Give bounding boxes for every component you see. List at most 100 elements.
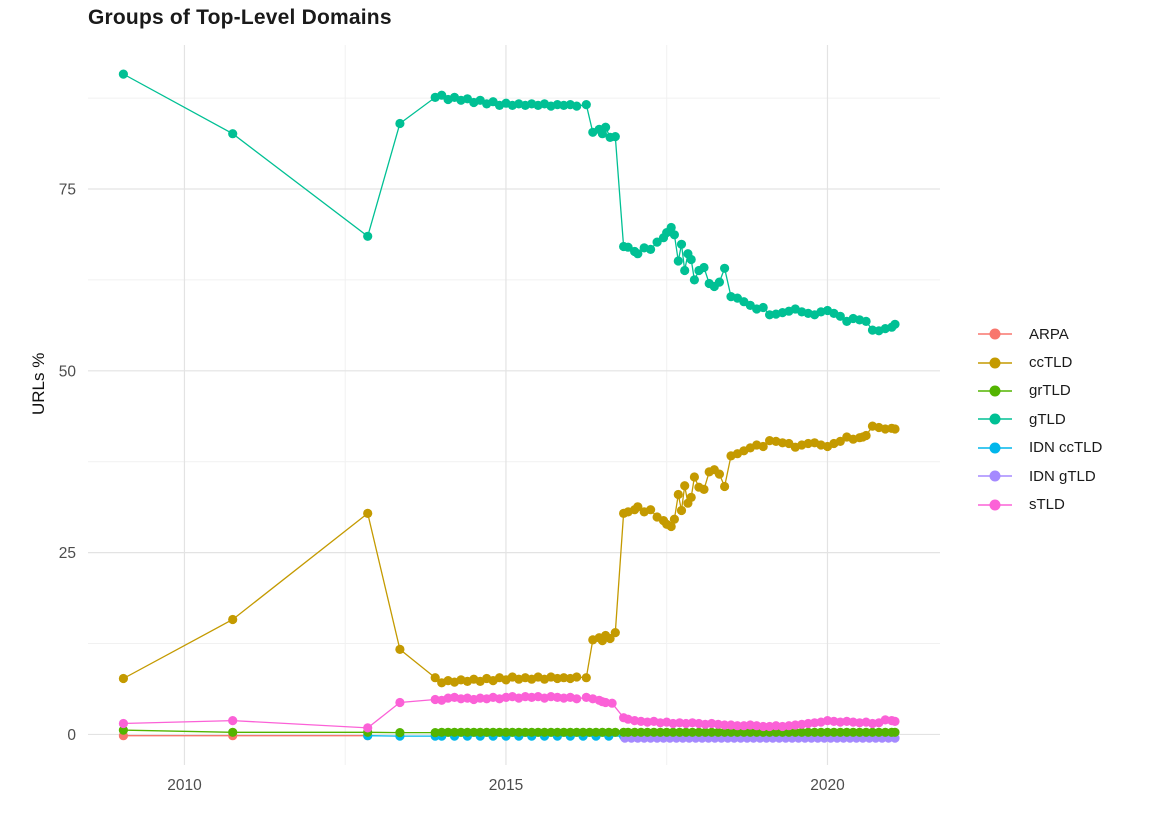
data-point xyxy=(363,231,373,241)
data-point xyxy=(488,727,498,737)
data-point xyxy=(520,727,530,737)
data-point xyxy=(633,502,643,512)
data-point xyxy=(514,727,524,737)
chart-title: Groups of Top-Level Domains xyxy=(88,6,392,29)
data-point xyxy=(395,644,405,655)
series-cctld xyxy=(118,421,900,688)
data-point xyxy=(680,481,690,491)
data-point xyxy=(752,727,762,737)
data-point xyxy=(363,508,373,518)
data-point xyxy=(430,728,440,738)
data-point xyxy=(456,727,466,737)
data-point xyxy=(668,727,678,737)
data-point xyxy=(861,316,871,326)
data-point xyxy=(720,720,730,730)
data-point xyxy=(700,727,710,737)
legend-key-icon xyxy=(978,385,1012,397)
data-point xyxy=(699,262,709,273)
legend-key-dot xyxy=(989,413,1001,425)
data-point xyxy=(443,727,453,737)
data-point xyxy=(890,424,900,434)
data-point xyxy=(395,118,405,129)
legend-item-grtld: grTLD xyxy=(978,377,1102,405)
legend-item-arpa: ARPA xyxy=(978,320,1102,348)
data-point xyxy=(610,132,620,142)
legend-key-dot xyxy=(989,442,1001,454)
data-point xyxy=(578,727,588,737)
data-point xyxy=(890,319,900,329)
data-point xyxy=(437,727,447,737)
data-point xyxy=(835,311,845,321)
y-tick-label: 50 xyxy=(59,363,77,380)
legend-key-dot xyxy=(989,499,1001,511)
legend-item-cctld: ccTLD xyxy=(978,348,1102,376)
y-tick-label: 25 xyxy=(59,545,76,562)
data-point xyxy=(758,721,768,732)
data-point xyxy=(572,672,582,682)
data-point xyxy=(430,673,440,683)
data-point xyxy=(482,727,492,737)
data-point xyxy=(816,727,826,737)
data-point xyxy=(861,430,871,441)
data-point xyxy=(803,727,813,737)
data-point xyxy=(666,521,676,532)
data-point xyxy=(623,242,633,252)
data-point xyxy=(646,244,656,254)
data-point xyxy=(610,628,620,638)
data-point xyxy=(707,727,717,737)
data-point xyxy=(449,727,460,737)
data-point xyxy=(475,727,485,737)
data-point xyxy=(745,727,755,737)
data-point xyxy=(713,727,723,737)
data-point xyxy=(652,237,662,247)
data-point xyxy=(771,727,781,737)
data-point xyxy=(572,694,582,704)
data-point xyxy=(604,727,614,737)
legend-key-icon xyxy=(978,413,1012,425)
series-grtld xyxy=(118,725,900,738)
data-point xyxy=(607,698,617,708)
data-point xyxy=(714,469,725,479)
data-point xyxy=(642,727,653,737)
data-point xyxy=(676,239,687,249)
data-point xyxy=(591,727,601,737)
data-point xyxy=(669,514,680,524)
gridlines-minor xyxy=(88,45,940,765)
data-point xyxy=(699,484,709,494)
legend-item-label: IDN ccTLD xyxy=(1029,439,1103,457)
data-point xyxy=(758,441,768,452)
data-point xyxy=(572,727,582,737)
data-point xyxy=(228,727,238,737)
legend-item-label: gTLD xyxy=(1029,410,1066,428)
series-line xyxy=(123,73,896,332)
y-axis-title: URLs % xyxy=(29,352,49,415)
data-point xyxy=(623,727,633,737)
data-point xyxy=(655,727,665,737)
data-point xyxy=(687,727,698,737)
data-point xyxy=(720,727,730,737)
legend-key-icon xyxy=(978,499,1012,511)
series-gtld xyxy=(118,69,900,336)
data-point xyxy=(732,721,743,731)
data-point xyxy=(675,727,685,737)
data-point xyxy=(118,673,128,684)
legend-item-label: ARPA xyxy=(1029,325,1069,343)
data-point xyxy=(758,302,768,313)
data-point xyxy=(861,727,871,737)
data-point xyxy=(395,728,405,738)
legend-key-dot xyxy=(989,328,1001,340)
data-point xyxy=(228,614,238,625)
data-point xyxy=(810,727,820,737)
data-point xyxy=(673,256,683,266)
data-point xyxy=(689,472,700,482)
data-point xyxy=(689,275,700,285)
data-point xyxy=(662,727,672,737)
data-point xyxy=(681,727,691,737)
data-point xyxy=(527,727,537,737)
x-tick-label: 2010 xyxy=(167,777,202,794)
data-point xyxy=(462,727,472,737)
data-point xyxy=(686,254,696,265)
data-point xyxy=(848,727,858,737)
